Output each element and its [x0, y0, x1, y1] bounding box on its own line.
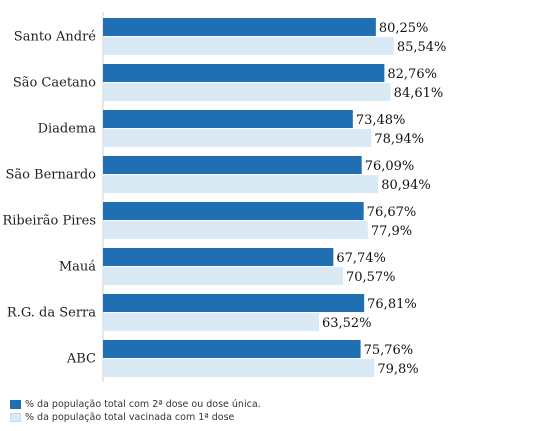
bar-second-dose [103, 156, 362, 174]
legend-swatch-series-2 [10, 413, 21, 422]
data-label: 77,9% [371, 224, 412, 239]
data-label: 76,67% [367, 205, 417, 220]
category-label: Ribeirão Pires [2, 214, 96, 229]
category-label: Diadema [38, 122, 97, 137]
bar-first-dose [103, 175, 379, 193]
data-label: 67,74% [336, 251, 386, 266]
data-label: 75,76% [364, 343, 414, 358]
bar-second-dose [103, 18, 376, 36]
legend-item-series-1: % da população total com 2ª dose ou dose… [10, 398, 261, 411]
bar-second-dose [103, 248, 334, 266]
category-label: Santo André [14, 30, 97, 45]
bar-second-dose [103, 110, 353, 128]
legend-item-series-2: % da população total vacinada com 1ª dos… [10, 411, 261, 424]
data-label: 76,09% [365, 159, 415, 174]
category-label: São Caetano [13, 76, 96, 91]
bar-first-dose [103, 313, 319, 331]
data-label: 79,8% [377, 362, 418, 377]
legend: % da população total com 2ª dose ou dose… [10, 398, 261, 424]
data-label: 80,94% [381, 178, 431, 193]
bar-first-dose [103, 83, 391, 101]
data-label: 84,61% [394, 86, 444, 101]
data-label: 73,48% [356, 113, 406, 128]
data-label: 63,52% [322, 316, 372, 331]
bar-second-dose [103, 64, 385, 82]
data-label: 80,25% [379, 21, 429, 36]
bar-second-dose [103, 294, 365, 312]
legend-swatch-series-1 [10, 400, 21, 409]
bar-first-dose [103, 37, 394, 55]
data-label: 82,76% [387, 67, 437, 82]
category-label: São Bernardo [5, 168, 96, 183]
category-label: R.G. da Serra [7, 306, 96, 321]
data-label: 85,54% [397, 40, 447, 55]
bar-second-dose [103, 202, 364, 220]
bar-second-dose [103, 340, 361, 358]
category-label: ABC [66, 352, 96, 367]
data-label: 76,81% [367, 297, 417, 312]
legend-label-series-2: % da população total vacinada com 1ª dos… [25, 412, 235, 423]
bar-first-dose [103, 221, 368, 239]
bar-first-dose [103, 267, 343, 285]
bar-first-dose [103, 359, 375, 377]
data-label: 78,94% [374, 132, 424, 147]
legend-label-series-1: % da população total com 2ª dose ou dose… [25, 399, 261, 410]
bar-first-dose [103, 129, 372, 147]
category-label: Mauá [59, 260, 96, 275]
plot-area: Santo André 80,25% 85,54% São Caetano 82,76%… [2, 18, 446, 377]
bar-chart: Santo André 80,25% 85,54% São Caetano 82,76%… [2, 12, 446, 382]
data-label: 70,57% [346, 270, 396, 285]
